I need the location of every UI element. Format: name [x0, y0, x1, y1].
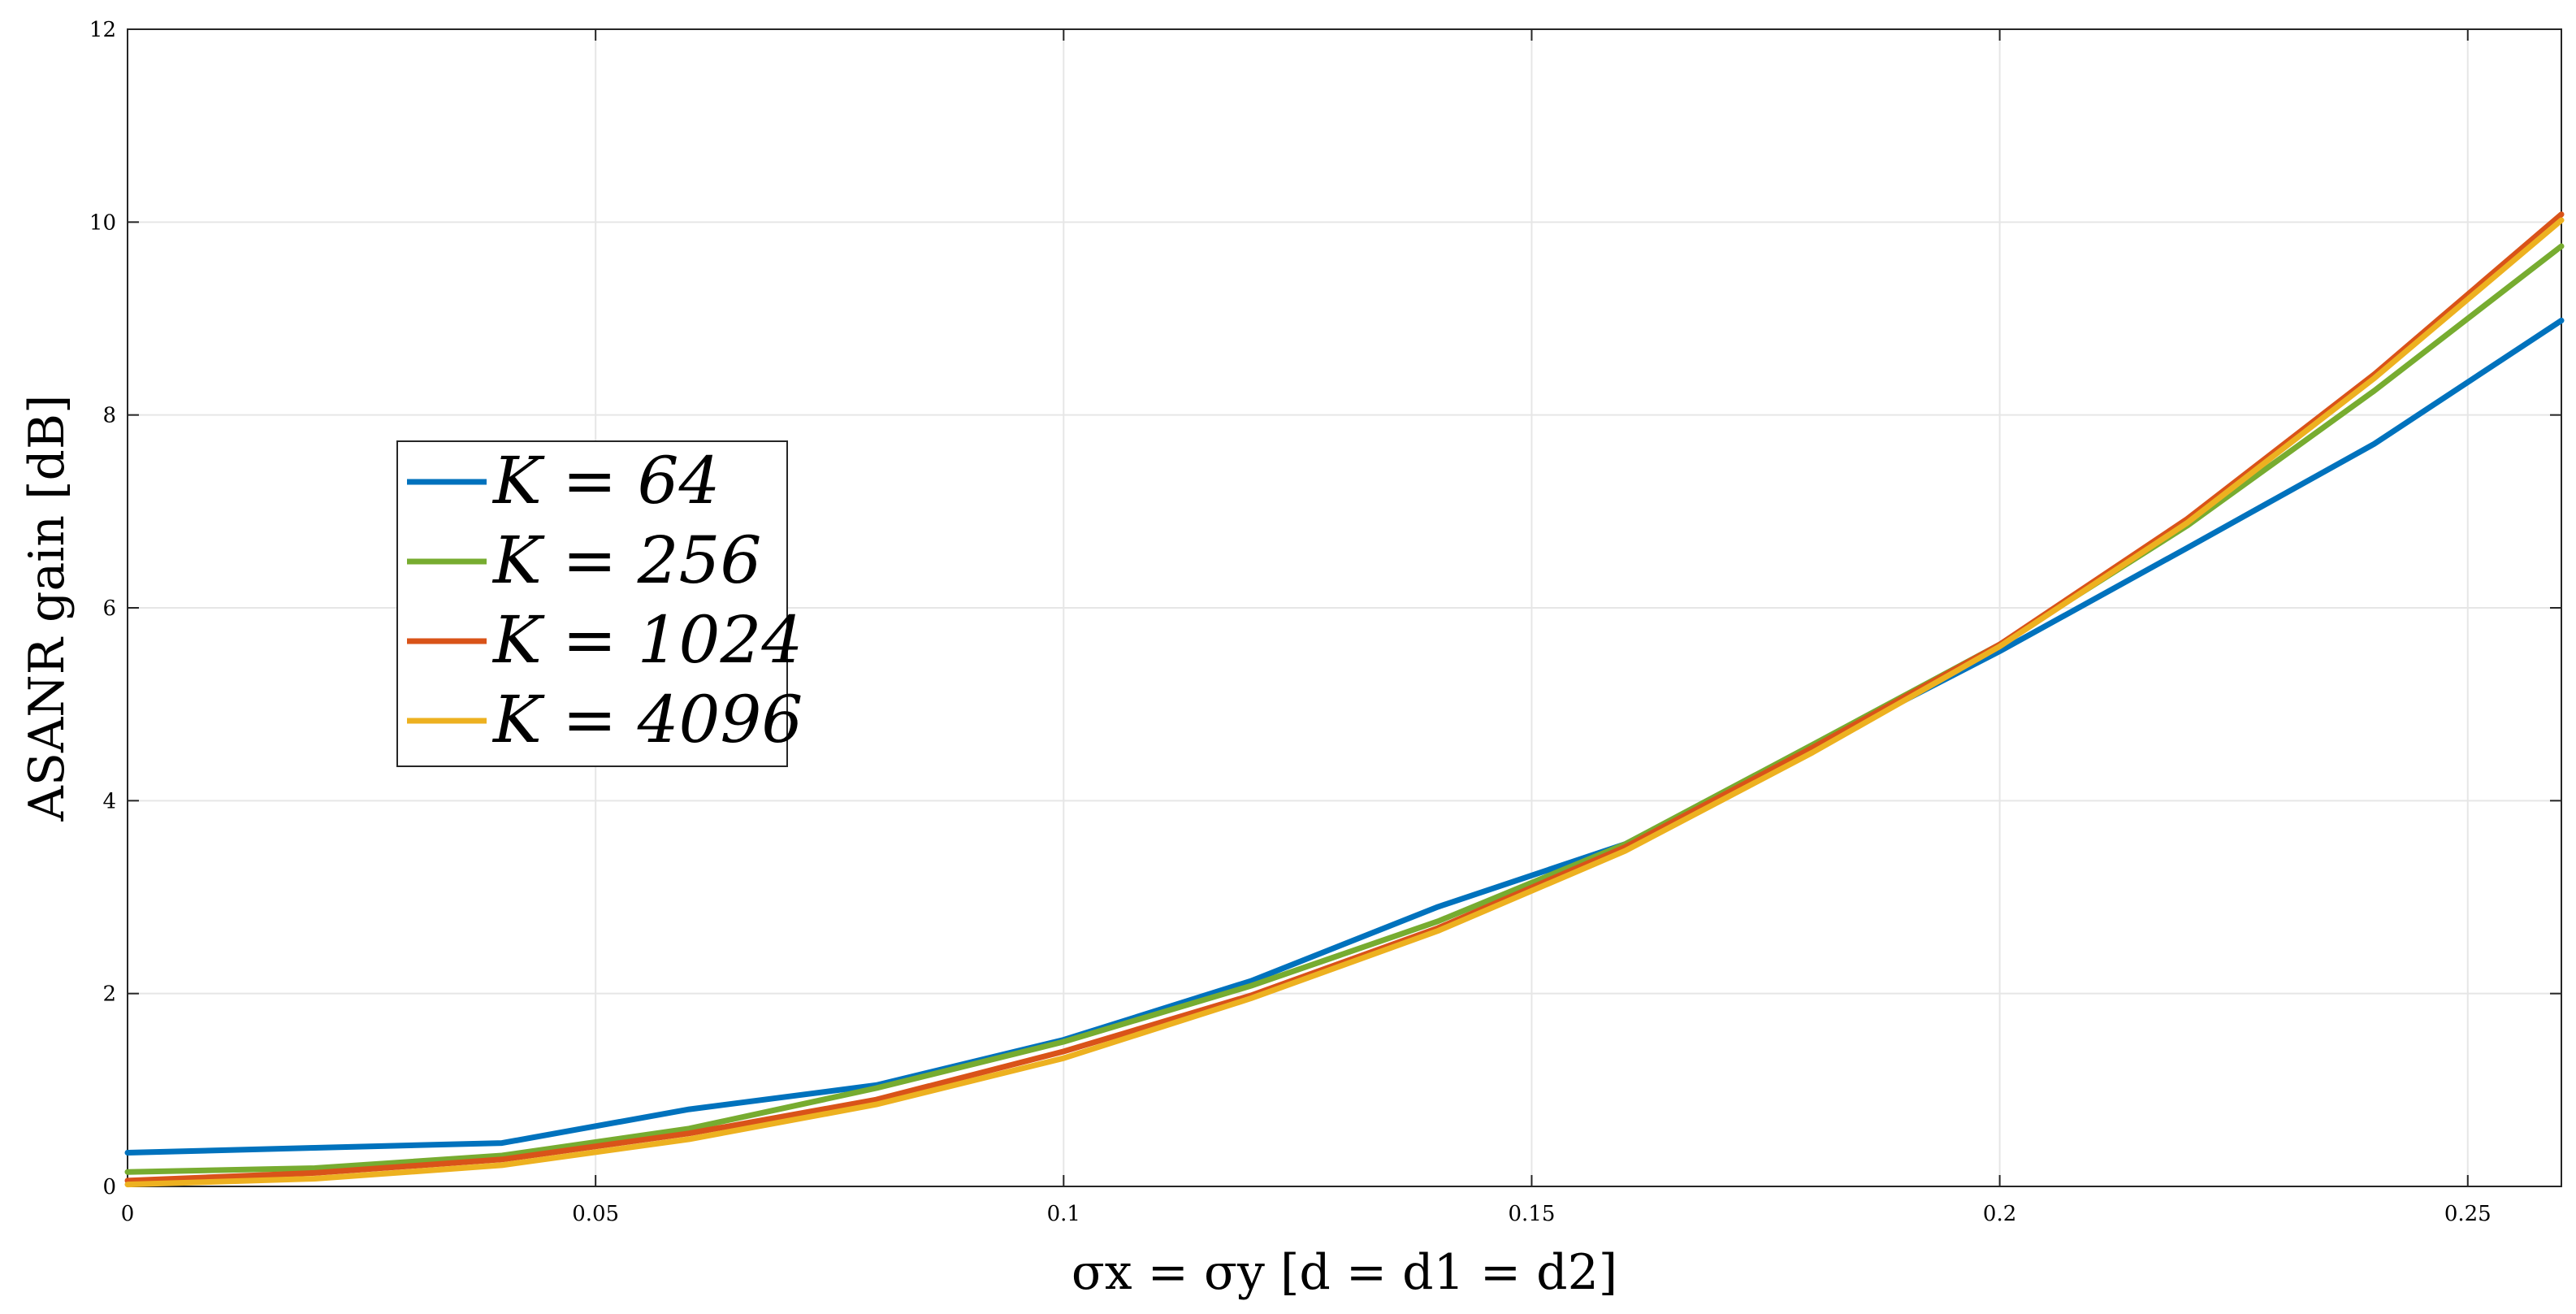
y-tick-label: 4: [102, 789, 116, 813]
x-tick-label: 0.2: [1983, 1202, 2016, 1226]
axis-ticks: 0 0.05 0.1 0.15 0.2 0.25 0 2 4 6 8 10 12: [89, 18, 2561, 1226]
grid: [127, 29, 2561, 1186]
x-axis-label: σx = σy [d = d1 = d2]: [1072, 1244, 1617, 1301]
legend-label: K = 1024: [491, 602, 803, 678]
series-line-3: [124, 217, 2565, 1188]
x-tick-label: 0.15: [1509, 1202, 1556, 1226]
x-tick-label: 0.1: [1047, 1202, 1080, 1226]
legend-box: [396, 440, 788, 767]
x-tick-label: 0.05: [572, 1202, 619, 1226]
y-tick-label: 0: [102, 1175, 116, 1199]
y-tick-label: 8: [102, 404, 116, 428]
y-tick-label: 6: [102, 596, 116, 621]
y-tick-label: 10: [89, 210, 116, 235]
legend-label: K = 256: [491, 523, 761, 598]
y-tick-label: 2: [102, 982, 116, 1007]
y-axis-label: ASANR gain [dB]: [19, 395, 76, 822]
y-tick-label: 12: [89, 18, 116, 42]
legend-label: K = 4096: [491, 682, 803, 757]
x-tick-label: 0.25: [2444, 1202, 2492, 1226]
x-tick-label: 0: [121, 1202, 135, 1226]
legend-label: K = 64: [491, 443, 720, 518]
series-line-0: [124, 317, 2565, 1156]
series-lines: [124, 211, 2565, 1188]
